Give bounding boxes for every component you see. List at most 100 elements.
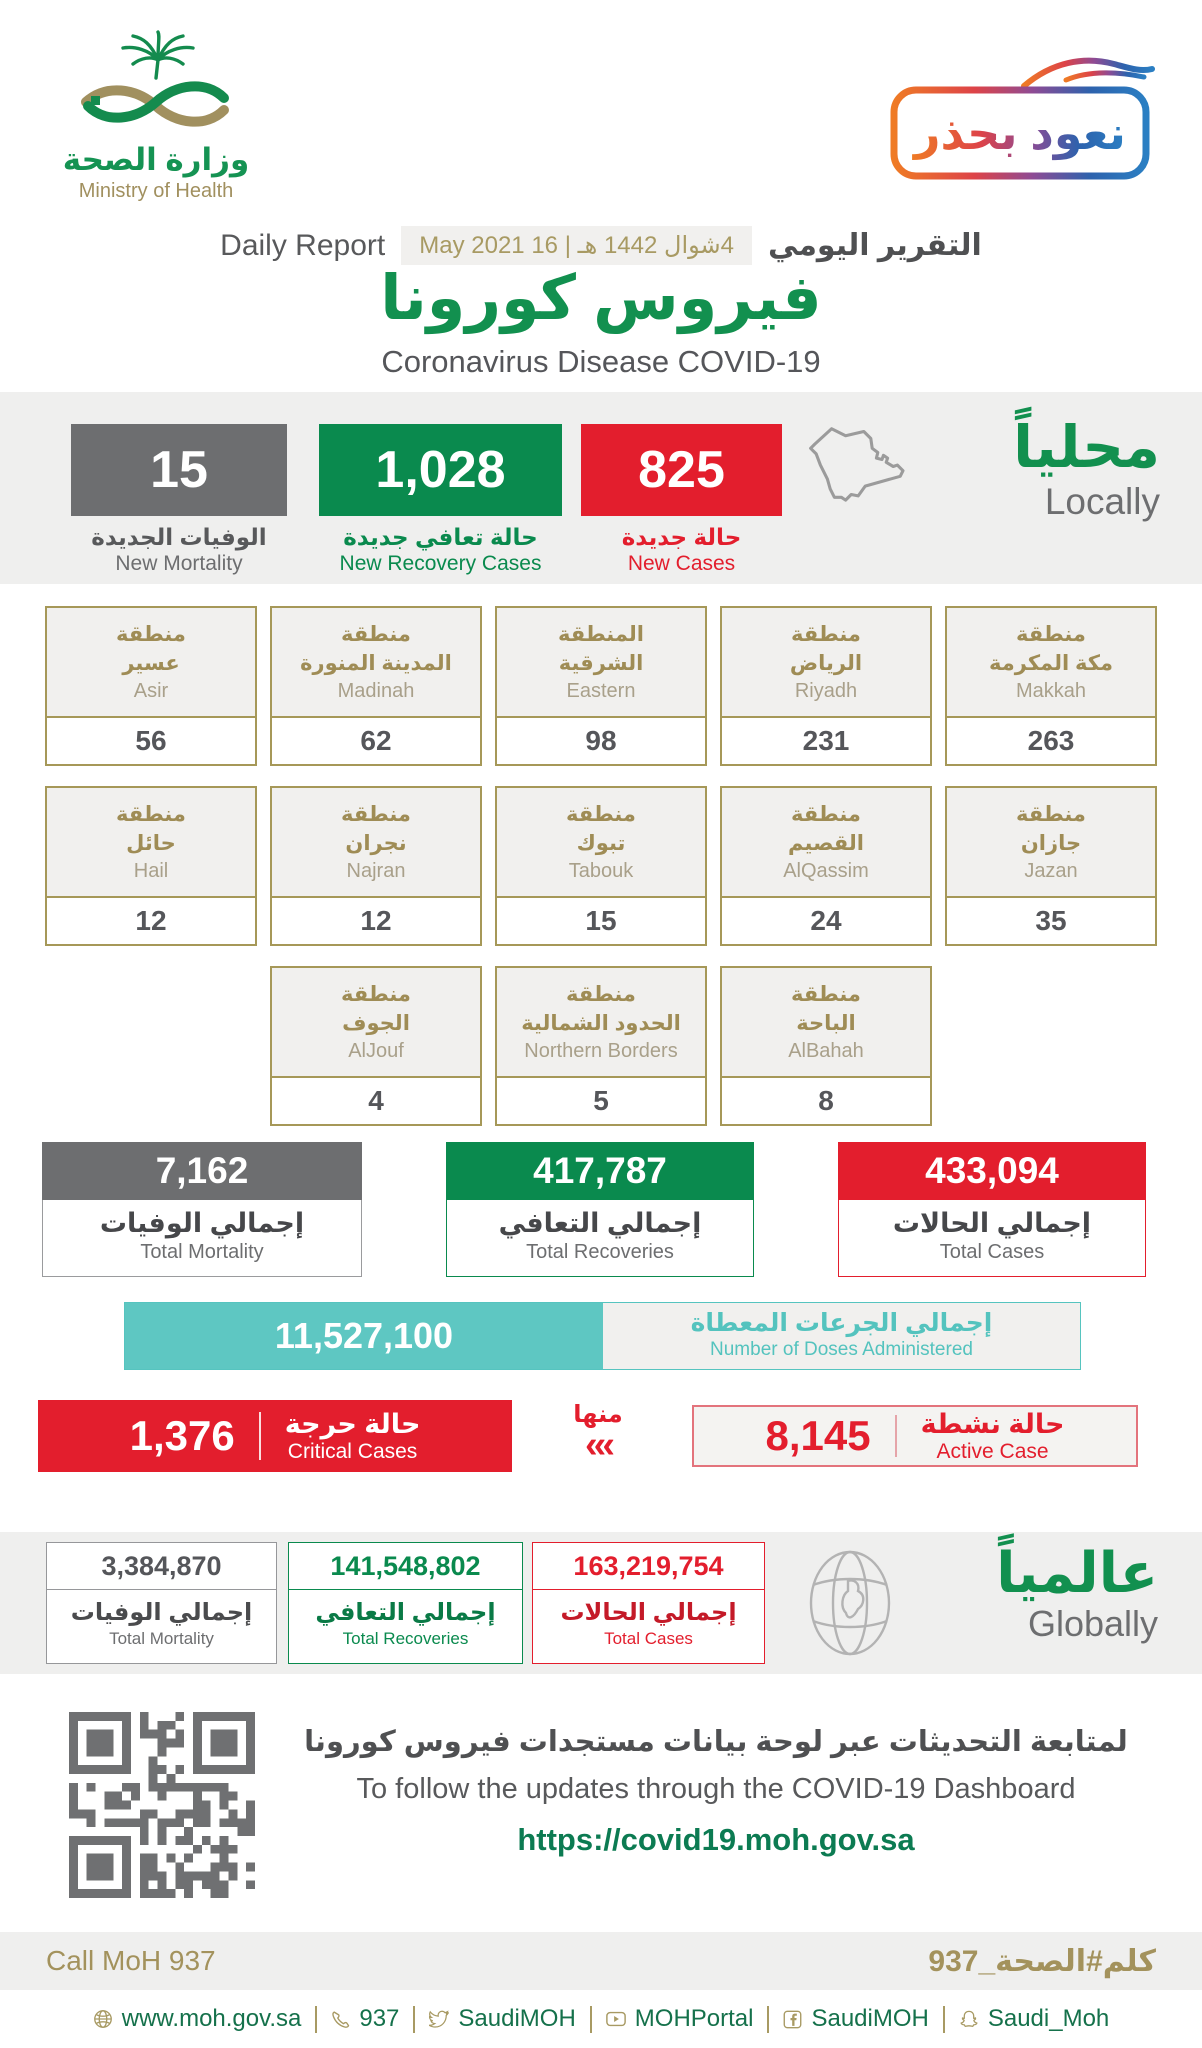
region-value: 5 (497, 1078, 705, 1124)
critical-cases-box: حالة حرجة Critical Cases 1,376 (38, 1400, 512, 1472)
doses-administered-bar: 11,527,100 إجمالي الجرعات المعطاة Number… (124, 1302, 1081, 1370)
website-link[interactable]: www.moh.gov.sa (93, 2005, 301, 2033)
global-recoveries-box: 141,548,802 إجمالي التعافي Total Recover… (288, 1542, 523, 1664)
phone-icon (331, 2010, 350, 2029)
globe-icon (800, 1542, 900, 1669)
region-name-en: Tabouk (568, 859, 634, 882)
total-mortality-value: 7,162 (42, 1142, 362, 1200)
dashboard-section: لمتابعة التحديثات عبر لوحة بيانات مستجدا… (0, 1710, 1202, 1900)
global-cases-label-en: Total Cases (604, 1629, 693, 1648)
total-cases-value: 433,094 (838, 1142, 1146, 1200)
of-which-connector: منها ‹‹‹ (552, 1400, 644, 1464)
daily-report-label-en: Daily Report (220, 228, 386, 262)
social-links-row: www.moh.gov.sa 937 SaudiMOH (0, 1990, 1202, 2048)
hashtag-label: كلم#الصحة_937 (928, 1944, 1156, 1978)
daily-report-label-ar: التقرير اليومي (767, 229, 982, 262)
new-cases-stat: 825 حالة جديدة New Cases (581, 424, 782, 576)
region-name-en: Northern Borders (524, 1039, 678, 1062)
global-mortality-label-en: Total Mortality (109, 1629, 214, 1648)
ministry-name-english: Ministry of Health (78, 180, 234, 203)
global-cases-label-ar: إجمالي الحالات (560, 1599, 737, 1626)
doses-label-en: Number of Doses Administered (710, 1339, 973, 1360)
region-card-albahah: منطقة الباحة AlBahah 8 (720, 966, 932, 1126)
facebook-icon (783, 2010, 802, 2029)
total-recoveries-box: 417,787 إجمالي التعافي Total Recoveries (446, 1142, 754, 1277)
of-which-label-ar: منها (573, 1401, 623, 1428)
region-name-en: AlQassim (783, 859, 869, 882)
saudi-arabia-map-icon (798, 414, 938, 559)
region-name-ar: المنطقة الشرقية (557, 623, 645, 675)
return-with-caution-badge: نعود بحذر (884, 48, 1160, 200)
region-name-ar: منطقة حائل (116, 803, 186, 855)
region-value: 231 (722, 718, 930, 764)
snapchat-link[interactable]: Saudi_Moh (959, 2005, 1109, 2033)
new-mortality-value: 15 (71, 424, 287, 516)
new-mortality-stat: 15 الوفيات الجديدة New Mortality (71, 424, 287, 576)
region-name-en: Riyadh (794, 679, 858, 702)
global-mortality-value: 3,384,870 (47, 1543, 276, 1590)
total-mortality-box: 7,162 إجمالي الوفيات Total Mortality (42, 1142, 362, 1277)
new-cases-label-en: New Cases (627, 552, 736, 575)
dashboard-note-ar: لمتابعة التحديثات عبر لوحة بيانات مستجدا… (304, 1726, 1128, 1758)
ministry-logo: وزارة الصحة Ministry of Health (56, 30, 256, 203)
global-recoveries-value: 141,548,802 (289, 1543, 522, 1590)
twitter-link[interactable]: SaudiMOH (429, 2005, 576, 2033)
doses-value: 11,527,100 (125, 1303, 603, 1369)
call-moh-label: Call MoH 937 (46, 1945, 216, 1976)
facebook-link[interactable]: SaudiMOH (783, 2005, 929, 2033)
region-card-tabouk: منطقة تبوك Tabouk 15 (495, 786, 707, 946)
critical-label-ar: حالة حرجة (284, 1408, 421, 1439)
region-name-en: Makkah (1015, 679, 1087, 702)
new-mortality-label-ar: الوفيات الجديدة (91, 524, 267, 550)
region-name-en: AlBahah (788, 1039, 864, 1062)
report-date-gregorian: 16 May 2021 (419, 232, 559, 259)
globally-heading: عالمياً Globally (996, 1541, 1158, 1645)
region-name-en: Hail (133, 859, 169, 882)
region-name-ar: منطقة تبوك (566, 803, 636, 855)
region-card-jazan: منطقة جازان Jazan 35 (945, 786, 1157, 946)
critical-active-row: حالة حرجة Critical Cases 1,376 منها ‹‹‹ … (0, 1400, 1202, 1480)
twitter-icon (429, 2009, 450, 2029)
ministry-name-arabic: وزارة الصحة (62, 142, 250, 177)
divider (767, 2005, 770, 2033)
new-recovery-value: 1,028 (319, 424, 562, 516)
phone-link[interactable]: 937 (331, 2005, 399, 2033)
active-label-en: Active Case (936, 1439, 1049, 1463)
region-name-ar: منطقة جازان (1016, 803, 1086, 855)
region-name-ar: منطقة المدينة المنورة (300, 623, 452, 675)
region-name-en: Eastern (566, 679, 636, 702)
region-card-alqassim: منطقة القصيم AlQassim 24 (720, 786, 932, 946)
locally-heading-ar: محلياً (1013, 415, 1160, 480)
youtube-link[interactable]: MOHPortal (605, 2005, 753, 2033)
qr-code (69, 1712, 255, 1903)
globe-icon (93, 2009, 113, 2029)
region-name-ar: منطقة الرياض (789, 623, 863, 675)
globally-heading-ar: عالمياً (996, 1541, 1158, 1604)
total-recoveries-value: 417,787 (446, 1142, 754, 1200)
divider (413, 2005, 416, 2033)
region-card-asir: منطقة عسير Asir 56 (45, 606, 257, 766)
region-name-ar: منطقة نجران (341, 803, 411, 855)
region-value: 56 (47, 718, 255, 764)
dashboard-url-link[interactable]: https://covid19.moh.gov.sa (517, 1822, 915, 1857)
total-cases-label-ar: إجمالي الحالات (892, 1208, 1092, 1238)
new-cases-label-ar: حالة جديدة (621, 524, 742, 550)
footer-band: Call MoH 937 كلم#الصحة_937 (0, 1932, 1202, 1990)
region-name-en: Jazan (1024, 859, 1078, 882)
report-date-separator: | (564, 232, 571, 259)
locally-heading-en: Locally (1044, 480, 1160, 522)
new-recovery-stat: 1,028 حالة تعافي جديدة New Recovery Case… (319, 424, 562, 576)
total-mortality-label-ar: إجمالي الوفيات (99, 1208, 305, 1238)
region-name-ar: منطقة الحدود الشمالية (521, 983, 681, 1035)
region-name-en: AlJouf (348, 1039, 404, 1062)
critical-value: 1,376 (129, 1412, 235, 1459)
region-name-en: Asir (133, 679, 169, 702)
region-name-en: Madinah (337, 679, 415, 702)
total-cases-box: 433,094 إجمالي الحالات Total Cases (838, 1142, 1146, 1277)
region-card-makkah: منطقة مكة المكرمة Makkah 263 (945, 606, 1157, 766)
total-cases-label-en: Total Cases (939, 1241, 1045, 1263)
active-cases-box: حالة نشطة Active Case 8,145 (692, 1405, 1138, 1467)
badge-text: نعود بحذر (912, 107, 1126, 160)
regions-grid: منطقة عسير Asir 56 منطقة المدينة المنورة M… (45, 606, 1157, 1126)
region-value: 24 (722, 898, 930, 944)
